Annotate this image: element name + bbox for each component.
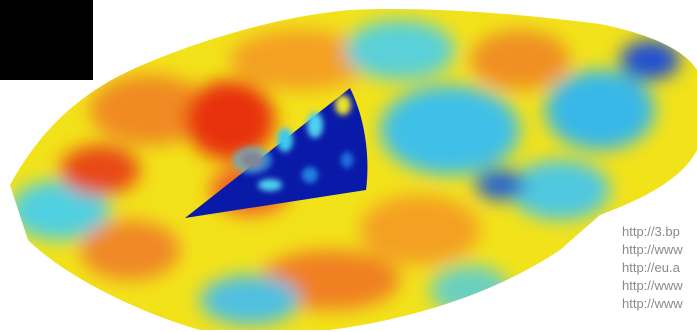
- car-render: [0, 0, 697, 332]
- page: {"overlay_text": ["http://3.bp", "http:/…: [0, 0, 697, 332]
- url-text: http://www: [622, 295, 697, 313]
- url-text: http://www: [622, 241, 697, 259]
- black-block: [0, 0, 93, 80]
- url-text: http://3.bp: [622, 223, 697, 241]
- url-text: http://www: [622, 277, 697, 295]
- url-text: http://eu.a: [622, 259, 697, 277]
